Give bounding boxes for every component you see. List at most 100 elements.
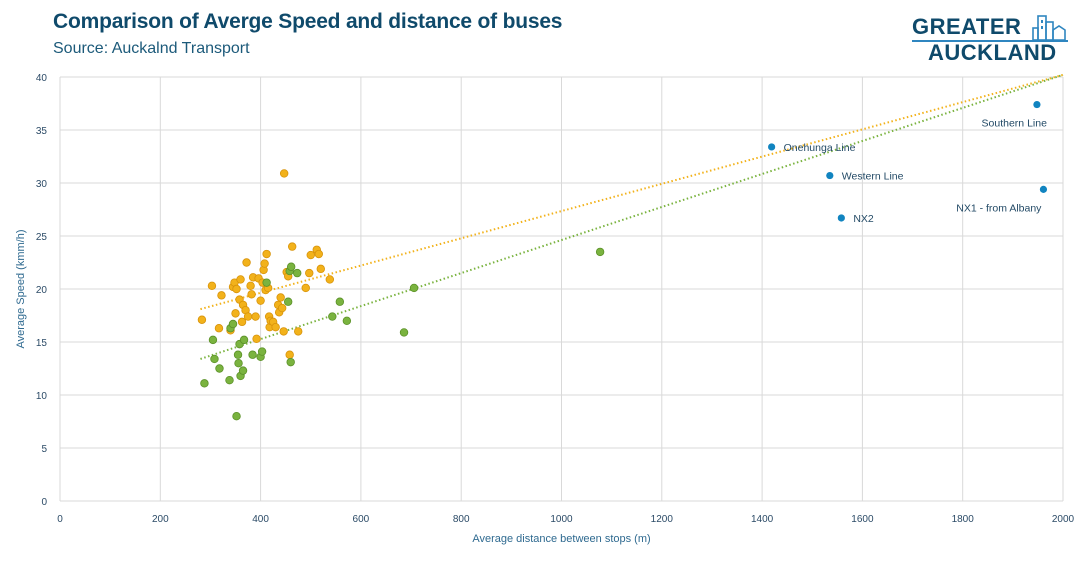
data-point <box>837 214 845 222</box>
data-point <box>768 143 776 151</box>
data-point <box>252 334 261 344</box>
data-point <box>286 262 296 271</box>
x-tick-label: 1800 <box>952 514 975 525</box>
x-tick-label: 1200 <box>651 514 674 525</box>
logo-rule <box>912 40 1068 42</box>
point-label: NX2 <box>853 213 874 225</box>
data-point <box>279 169 289 178</box>
data-point <box>217 291 226 300</box>
data-point <box>293 268 302 278</box>
data-point <box>231 309 240 318</box>
data-point <box>225 375 234 385</box>
data-point <box>247 290 256 299</box>
data-point <box>233 350 243 359</box>
data-point <box>197 315 207 324</box>
logo-line-1: GREATER <box>912 14 1022 39</box>
data-point <box>239 335 249 345</box>
data-point <box>342 316 352 325</box>
x-tick-label: 1600 <box>851 514 874 525</box>
data-point <box>1033 100 1041 109</box>
data-point <box>1039 185 1048 193</box>
data-point <box>246 281 255 291</box>
data-point <box>207 281 217 291</box>
data-points <box>197 100 1048 421</box>
data-point <box>335 297 345 306</box>
chart-subtitle: Source: Auckalnd Transport <box>53 40 250 57</box>
greater-auckland-logo: GREATER AUCKLAND <box>910 14 1070 68</box>
x-tick-label: 200 <box>152 514 169 525</box>
x-tick-label: 1000 <box>550 514 573 525</box>
data-point <box>243 312 253 321</box>
x-tick-label: 1400 <box>751 514 774 525</box>
point-labels: Onehunga Line Western Line NX2 Southern Lin… <box>784 118 1047 225</box>
data-point <box>260 259 269 268</box>
point-label: Onehunga Line <box>784 142 856 154</box>
data-point <box>314 249 323 259</box>
x-tick-label: 600 <box>353 514 370 525</box>
data-point <box>262 249 271 259</box>
point-label: Western Line <box>842 171 904 183</box>
data-point <box>271 322 280 332</box>
data-point <box>234 359 243 368</box>
axis-ticks: 0 200 400 600 800 1000 1200 1400 1600 1800 2000 0 5 1… <box>36 73 1075 525</box>
point-label: Southern Line <box>982 118 1048 130</box>
data-point <box>399 328 409 337</box>
y-tick-label: 10 <box>36 391 48 402</box>
data-point <box>276 293 285 302</box>
y-tick-label: 35 <box>36 126 48 137</box>
data-point <box>409 283 419 293</box>
y-tick-label: 5 <box>41 444 47 455</box>
data-point <box>283 297 293 306</box>
data-point <box>236 275 245 284</box>
trendline <box>200 73 1064 311</box>
x-tick-label: 800 <box>453 514 470 525</box>
x-tick-label: 400 <box>252 514 269 525</box>
data-point <box>232 284 241 294</box>
x-tick-label: 0 <box>57 514 63 525</box>
data-point <box>305 268 314 278</box>
data-point <box>285 350 294 359</box>
data-point <box>301 283 310 293</box>
data-point <box>237 317 247 327</box>
trendlines <box>200 73 1064 360</box>
data-point <box>242 258 251 267</box>
y-tick-label: 20 <box>36 285 48 296</box>
data-point <box>232 412 241 421</box>
data-point <box>595 247 605 257</box>
y-tick-label: 0 <box>41 497 47 508</box>
y-axis-title: Average Speed (kmm/h) <box>15 229 27 348</box>
grid-lines <box>59 76 1064 502</box>
x-axis-title: Average distance between stops (m) <box>472 533 650 545</box>
data-point <box>262 278 271 287</box>
y-tick-label: 40 <box>36 73 48 84</box>
data-point <box>286 357 295 367</box>
data-point <box>248 350 257 359</box>
data-point <box>325 275 335 284</box>
data-point <box>210 354 219 364</box>
data-point <box>328 312 337 321</box>
data-point <box>294 327 303 336</box>
data-point <box>208 335 218 345</box>
x-tick-label: 2000 <box>1052 514 1075 525</box>
data-point <box>238 366 248 375</box>
data-point <box>306 250 315 260</box>
data-point <box>214 324 224 333</box>
data-point <box>215 364 224 373</box>
data-point <box>200 379 209 388</box>
city-buildings-icon <box>1032 15 1066 41</box>
trendline <box>200 73 1064 360</box>
data-point <box>257 347 267 356</box>
logo-line-2: AUCKLAND <box>928 40 1057 65</box>
data-point <box>228 319 238 329</box>
data-point <box>826 171 834 180</box>
y-tick-label: 25 <box>36 232 48 243</box>
data-point <box>256 296 265 305</box>
y-tick-label: 30 <box>36 179 48 190</box>
chart-title: Comparison of Averge Speed and distance … <box>53 10 563 33</box>
data-point <box>279 327 288 336</box>
data-point <box>316 264 325 274</box>
data-point <box>277 303 287 313</box>
point-label: NX1 - from Albany <box>956 202 1042 214</box>
y-tick-label: 15 <box>36 338 48 349</box>
